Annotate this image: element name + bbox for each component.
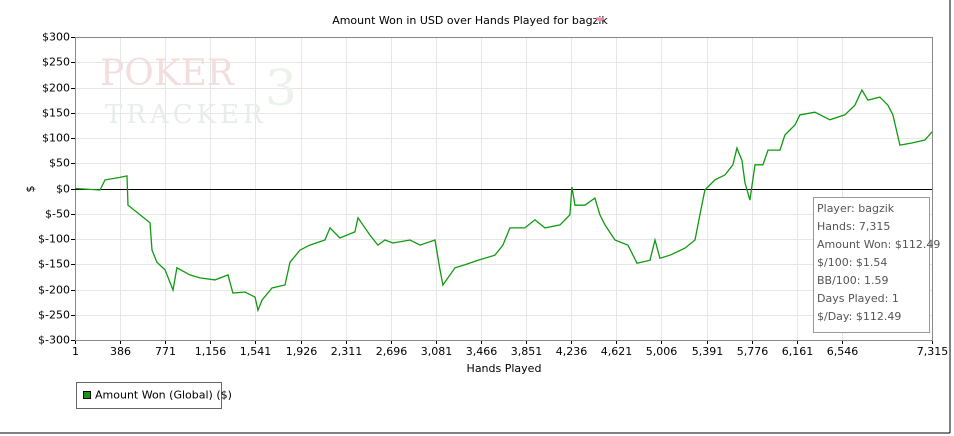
y-tick-label: $0 [56, 183, 70, 196]
x-tick-label: 2,696 [376, 345, 408, 358]
y-tick-label: $-200 [38, 284, 70, 297]
info-line: $/100: $1.54 [817, 256, 887, 269]
info-box: Player: bagzik Hands: 7,315 Amount Won: $1… [813, 197, 940, 333]
y-tick-label: $-300 [38, 334, 70, 347]
info-line: Days Played: 1 [817, 292, 899, 305]
x-tick-label: 1,541 [240, 345, 272, 358]
chart-title: Amount Won in USD over Hands Played for … [332, 14, 608, 27]
y-tick-label: $-150 [38, 258, 70, 271]
x-tick-label: 5,391 [692, 345, 724, 358]
legend: Amount Won (Global) ($) [76, 382, 232, 409]
y-tick-label: $-250 [38, 309, 70, 322]
x-tick-label: 6,161 [782, 345, 814, 358]
x-tick-label: 4,236 [556, 345, 588, 358]
y-tick-label: $50 [49, 157, 70, 170]
info-box-frame [813, 197, 930, 333]
series-line [74, 88, 933, 313]
x-tick-label: 4,621 [601, 345, 633, 358]
x-tick-label: 6,546 [827, 345, 859, 358]
x-tick-label: 3,851 [511, 345, 543, 358]
info-line: BB/100: 1.59 [817, 274, 889, 287]
x-tick-label: 3,081 [421, 345, 453, 358]
x-tick-label: 771 [155, 345, 176, 358]
y-tick-label: $-50 [45, 208, 70, 221]
watermark: TRACKER [105, 100, 267, 130]
info-line: Player: bagzik [817, 202, 895, 215]
x-tick-label: 1,156 [195, 345, 227, 358]
info-line: Amount Won: $112.49 [817, 238, 940, 251]
watermark: POKER [100, 53, 235, 94]
y-tick-label: $250 [42, 56, 70, 69]
x-tick-label: 5,776 [737, 345, 769, 358]
y-tick-label: $150 [42, 107, 70, 120]
x-tick-label: 7,315 [917, 345, 949, 358]
watermark: 3 [265, 59, 297, 117]
x-tick-label: 2,311 [331, 345, 363, 358]
title-icon [596, 17, 604, 22]
y-tick-label: $-100 [38, 233, 70, 246]
x-tick-label: 1,926 [286, 345, 318, 358]
x-axis-label: Hands Played [467, 362, 542, 375]
info-line: Hands: 7,315 [817, 220, 890, 233]
y-tick-label: $300 [42, 31, 70, 44]
x-tick-label: 3,466 [466, 345, 498, 358]
x-tick-label: 1 [72, 345, 79, 358]
y-axis-label: $ [24, 186, 37, 193]
legend-label: Amount Won (Global) ($) [95, 389, 232, 402]
y-tick-label: $200 [42, 82, 70, 95]
x-tick-label: 386 [110, 345, 131, 358]
y-tick-label: $100 [42, 132, 70, 145]
info-line: $/Day: $112.49 [817, 310, 901, 323]
legend-frame [76, 382, 222, 409]
x-tick-label: 5,006 [646, 345, 678, 358]
legend-swatch [83, 391, 91, 399]
